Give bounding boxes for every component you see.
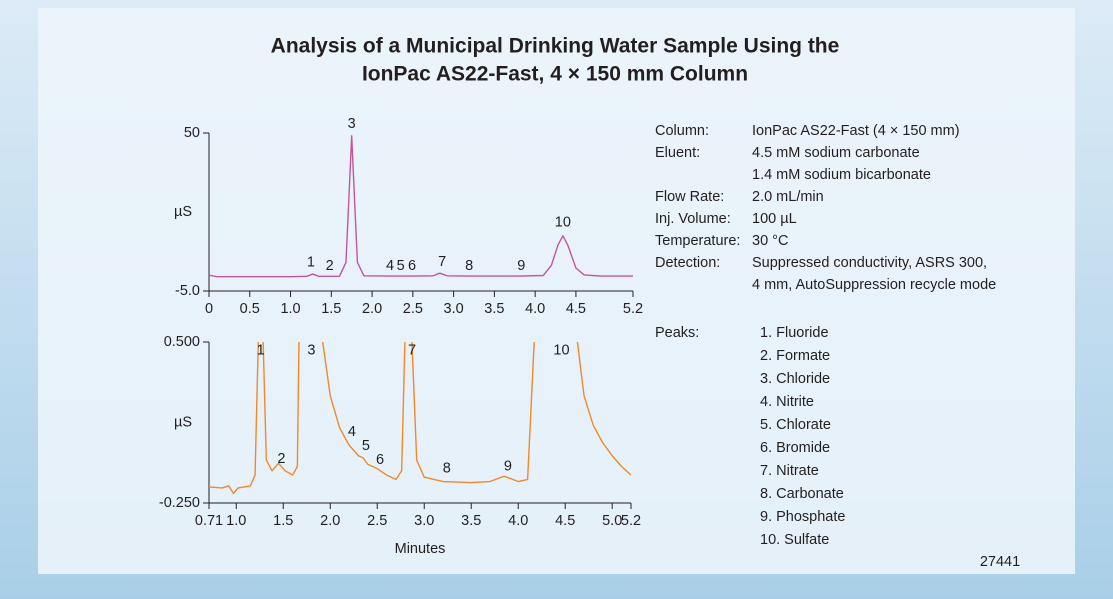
peak-name: 10. Sulfate	[760, 532, 829, 548]
peak-label: 9	[504, 458, 512, 474]
peak-name: 5. Chlorate	[760, 417, 831, 433]
peak-label: 5	[362, 438, 370, 454]
condition-label: Flow Rate:	[655, 189, 724, 205]
peak-label: 9	[517, 258, 525, 274]
peak-name: 8. Carbonate	[760, 486, 844, 502]
peak-label: 4	[386, 258, 394, 274]
x-tick-label: 1.0	[226, 513, 246, 529]
condition-label: Column:	[655, 123, 709, 139]
condition-value: 2.0 mL/min	[752, 189, 824, 205]
x-tick-label: 3.0	[414, 513, 434, 529]
peak-label: 4	[348, 424, 356, 440]
x-tick-label: 3.5	[461, 513, 481, 529]
figure-id: 27441	[980, 554, 1020, 570]
x-tick-label: 5.2	[623, 301, 643, 317]
peak-name: 7. Nitrate	[760, 463, 819, 479]
peak-label: 6	[376, 452, 384, 468]
x-tick-label: 0	[205, 301, 213, 317]
peak-label: 5	[397, 258, 405, 274]
peak-label: 7	[438, 254, 446, 270]
condition-label: Inj. Volume:	[655, 211, 731, 227]
peaks-heading: Peaks:	[655, 325, 699, 341]
peak-label: 10	[555, 215, 571, 231]
peak-label: 8	[443, 460, 451, 476]
x-tick-label: 4.0	[508, 513, 528, 529]
x-tick-label: 4.5	[566, 301, 586, 317]
peak-label: 1	[257, 342, 265, 358]
condition-label: Eluent:	[655, 145, 700, 161]
x-tick-label: 2.5	[403, 301, 423, 317]
y-axis-label: µS	[174, 414, 192, 430]
x-axis-label: Minutes	[395, 541, 446, 557]
trace	[209, 135, 633, 278]
peak-name: 3. Chloride	[760, 371, 830, 387]
y-tick-label: -0.250	[159, 495, 200, 511]
y-tick-label: 0.500	[164, 334, 200, 350]
title-line: IonPac AS22-Fast, 4 × 150 mm Column	[362, 63, 748, 86]
x-tick-label: 5.2	[621, 513, 641, 529]
condition-value: 4.5 mM sodium carbonate	[752, 145, 920, 161]
condition-value: 30 °C	[752, 233, 788, 249]
x-tick-label: 4.0	[525, 301, 545, 317]
y-tick-label: 50	[184, 125, 200, 141]
trace	[209, 342, 631, 495]
peak-label: 2	[277, 451, 285, 467]
condition-value: 100 µL	[752, 211, 797, 227]
peak-name: 9. Phosphate	[760, 509, 845, 525]
condition-value: Suppressed conductivity, ASRS 300,	[752, 255, 987, 271]
x-tick-label: 1.5	[273, 513, 293, 529]
x-tick-label: 2.5	[367, 513, 387, 529]
y-tick-label: -5.0	[175, 283, 200, 299]
peak-label: 2	[326, 258, 334, 274]
x-tick-label: 0.5	[240, 301, 260, 317]
peak-label: 10	[553, 342, 569, 358]
x-tick-label: 2.0	[362, 301, 382, 317]
peak-label: 6	[408, 258, 416, 274]
condition-value: 4 mm, AutoSuppression recycle mode	[752, 277, 996, 293]
peak-name: 6. Bromide	[760, 440, 830, 456]
condition-value: 1.4 mM sodium bicarbonate	[752, 167, 931, 183]
x-tick-label: 0.71	[195, 513, 223, 529]
y-axis-label: µS	[174, 204, 192, 220]
x-tick-label: 3.5	[484, 301, 504, 317]
peak-name: 1. Fluoride	[760, 325, 829, 341]
peak-label: 8	[465, 258, 473, 274]
x-tick-label: 5.0	[602, 513, 622, 529]
x-tick-label: 3.0	[444, 301, 464, 317]
title-line: Analysis of a Municipal Drinking Water S…	[271, 35, 840, 58]
peak-label: 3	[307, 342, 315, 358]
x-tick-label: 1.0	[280, 301, 300, 317]
condition-value: IonPac AS22-Fast (4 × 150 mm)	[752, 123, 960, 139]
peak-label: 7	[408, 342, 416, 358]
peak-label: 3	[348, 116, 356, 132]
x-tick-label: 4.5	[555, 513, 575, 529]
x-tick-label: 2.0	[320, 513, 340, 529]
condition-label: Temperature:	[655, 233, 740, 249]
peak-name: 4. Nitrite	[760, 394, 814, 410]
condition-label: Detection:	[655, 255, 720, 271]
peak-name: 2. Formate	[760, 348, 830, 364]
x-tick-label: 1.5	[321, 301, 341, 317]
peak-label: 1	[307, 255, 315, 271]
